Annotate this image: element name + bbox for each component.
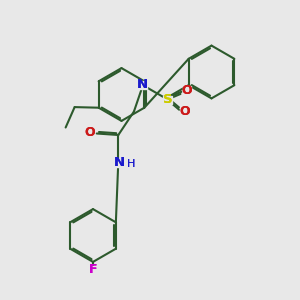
Bar <box>128 160 134 167</box>
Text: N: N <box>137 78 148 91</box>
Text: O: O <box>85 126 95 140</box>
Text: H: H <box>127 159 135 169</box>
Bar <box>89 266 97 273</box>
Bar <box>164 96 172 104</box>
Text: O: O <box>85 126 95 140</box>
Text: N: N <box>114 156 125 170</box>
Bar <box>116 159 124 167</box>
Text: F: F <box>89 263 97 276</box>
Text: O: O <box>182 84 192 97</box>
Text: N: N <box>137 78 148 91</box>
Text: O: O <box>182 84 192 97</box>
Text: H: H <box>127 159 135 169</box>
Bar <box>86 129 94 137</box>
Bar <box>181 107 189 115</box>
Text: S: S <box>163 93 173 106</box>
Bar <box>138 81 146 88</box>
Bar <box>183 86 191 94</box>
Text: S: S <box>163 93 173 106</box>
Text: O: O <box>179 105 190 118</box>
Text: N: N <box>114 156 125 170</box>
Text: O: O <box>179 105 190 118</box>
Text: F: F <box>89 263 97 276</box>
